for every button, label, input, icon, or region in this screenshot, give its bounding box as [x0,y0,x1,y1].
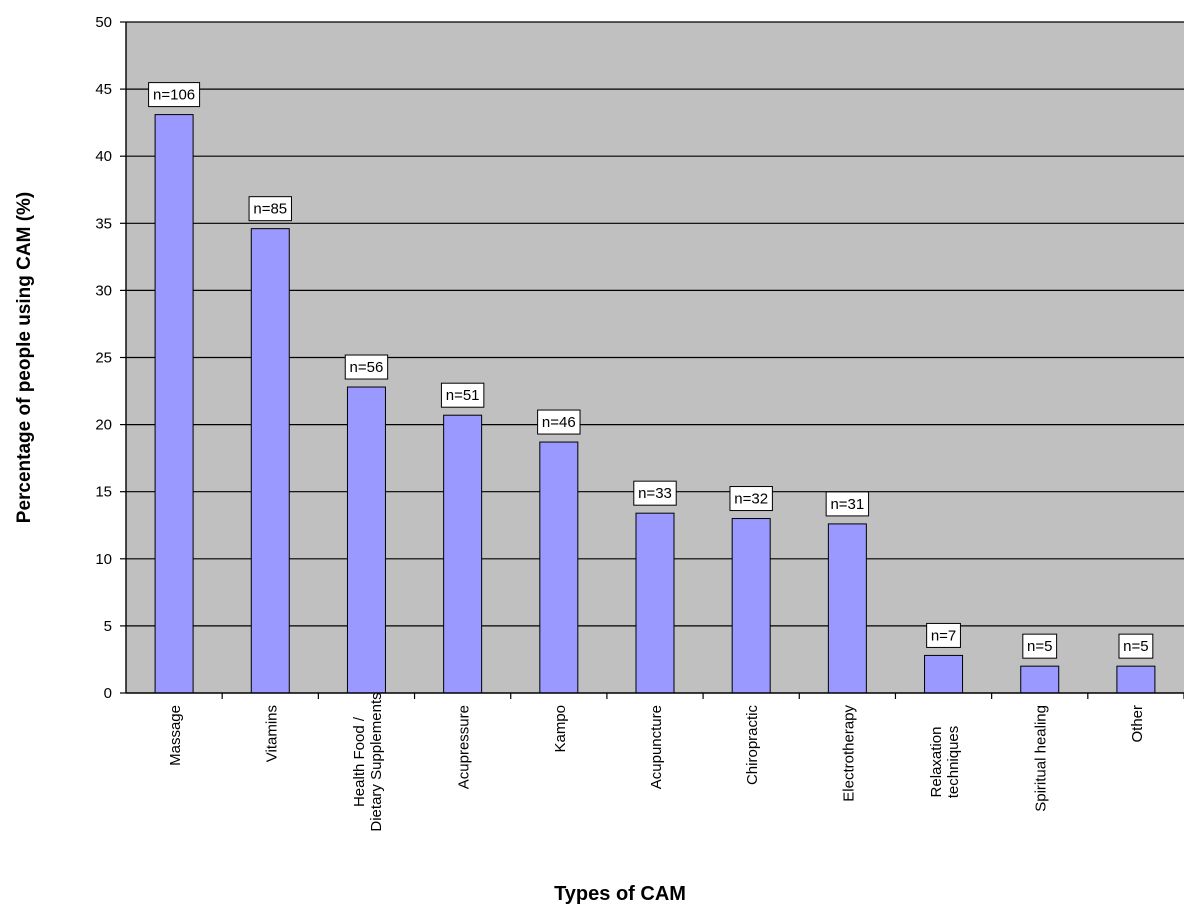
x-category-label: Spiritual healing [1033,705,1050,812]
y-axis-title: Percentage of people using CAM (%) [14,192,35,523]
data-labels: n=106 n=85 n=56 n=51 n=46 n=33 n=32 n=31 n=7 n=5 n… [148,82,1154,659]
x-category-label: Health Food /Dietary Supplements [351,692,385,831]
data-label-box [825,491,870,517]
data-label-text: n=5 [1027,638,1052,655]
bar [250,228,290,694]
data-label-box [344,354,389,380]
bar [443,414,483,694]
data-label: n=33 [633,480,677,506]
x-category-label-line: Kampo [552,705,569,753]
data-label-box [148,82,201,108]
y-tick-label: 5 [104,618,112,635]
data-label-text: n=106 [153,87,195,104]
x-category-label: Relaxationtechniques [928,726,962,799]
y-tick-label: 25 [95,350,112,367]
data-label-box [537,409,581,435]
axes: 0 5 10 15 20 25 30 35 40 45 50 Massage Vitamins Healt… [95,14,1184,832]
data-label-box [926,622,961,648]
x-category-label-line: Vitamins [263,705,280,762]
data-label-text: n=46 [542,414,576,431]
data-label: n=7 [926,622,961,648]
data-label-box [1022,633,1058,659]
data-label-text: n=5 [1123,638,1148,655]
x-category-label-line: Chiropractic [744,705,761,786]
bar [827,523,867,694]
data-label-box [440,382,485,408]
x-category-label-line: Electrotherapy [840,705,857,802]
y-tick-label: 30 [95,282,112,299]
data-label: n=106 [148,82,201,108]
data-label-text: n=7 [931,627,956,644]
data-label: n=32 [729,486,773,512]
bars [154,114,1156,694]
bar [731,518,771,694]
data-label-box [1118,633,1154,659]
bar [1116,665,1156,694]
y-tick-label: 15 [95,484,112,501]
bar [924,654,964,694]
bar [635,512,675,694]
y-tick-label: 50 [95,14,112,31]
bar [1020,665,1060,694]
x-category-label-line: Spiritual healing [1033,705,1050,812]
data-label: n=51 [440,382,485,408]
x-category-label: Acupressure [456,705,473,789]
y-tick-label: 10 [95,551,112,568]
x-category-label: Massage [167,705,184,766]
x-category-label-line: Massage [167,705,184,766]
bar [539,441,579,694]
data-label: n=46 [537,409,581,435]
y-tick-label: 35 [95,215,112,232]
bar [346,386,386,694]
x-category-label: Electrotherapy [840,705,857,802]
x-category-label: Vitamins [263,705,280,762]
x-category-label-line: Health Food / [351,716,368,807]
x-axis-title: Types of CAM [554,883,686,905]
x-category-label-line: Other [1129,705,1146,743]
bar [154,114,194,694]
data-label-box [729,486,773,512]
data-label: n=5 [1022,633,1058,659]
x-category-label-line: Acupressure [456,705,473,789]
x-category-label: Acupuncture [648,705,665,789]
data-label-box [248,196,292,222]
y-tick-label: 40 [95,148,112,165]
data-label-text: n=31 [830,496,864,513]
y-tick-label: 45 [95,81,112,98]
data-label-text: n=33 [638,485,672,502]
data-label: n=56 [344,354,389,380]
data-label: n=85 [248,196,292,222]
x-category-label: Kampo [552,705,569,753]
y-tick-label: 20 [95,417,112,434]
data-label: n=31 [825,491,870,517]
x-category-label-line: Acupuncture [648,705,665,789]
data-label-text: n=56 [350,359,384,376]
x-category-label-line: Dietary Supplements [368,692,385,831]
y-tick-label: 0 [104,685,112,702]
x-category-label: Other [1129,705,1146,743]
x-category-label-line: Relaxation [928,727,945,798]
x-category-label-line: techniques [945,726,962,799]
data-label-text: n=85 [253,201,287,218]
data-label-box [633,480,677,506]
data-label-text: n=32 [734,491,768,508]
data-label: n=5 [1118,633,1154,659]
x-category-label: Chiropractic [744,705,761,786]
data-label-text: n=51 [446,387,480,404]
